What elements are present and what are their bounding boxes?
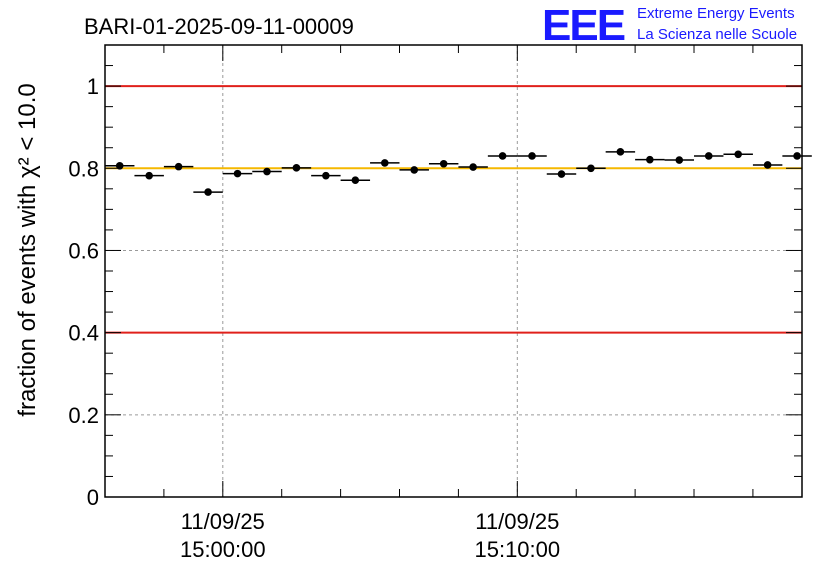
data-point: [734, 150, 742, 159]
data-point: [115, 162, 124, 170]
plot-border: [104, 44, 803, 498]
data-point: [410, 166, 419, 174]
data-point: [616, 148, 625, 156]
data-point: [204, 188, 212, 196]
data-point: [763, 161, 772, 169]
data-point: [145, 171, 153, 180]
data-point: [292, 164, 301, 172]
data-point: [498, 152, 507, 160]
data-point: [528, 152, 536, 160]
data-point: [263, 167, 271, 176]
data-point: [557, 170, 566, 178]
y-axis-ticks: 0 0.2 0.4 0.6 0.8 1: [68, 44, 802, 510]
x-tick-time-label: 15:10:00: [474, 537, 560, 562]
logo-line-2: La Scienza nelle Scuole: [637, 26, 797, 43]
y-tick-label: 0.4: [68, 321, 99, 346]
x-tick-time-label: 15:00:00: [180, 537, 266, 562]
data-point: [233, 169, 242, 178]
y-tick-label: 0.2: [68, 403, 99, 428]
data-point: [675, 156, 684, 164]
data-point: [704, 152, 713, 160]
eee-logo: EEE Extreme Energy Events La Scienza nel…: [542, 1, 797, 50]
logo-letters: EEE: [542, 1, 625, 50]
plot-frame: [104, 44, 803, 498]
y-tick-label: 1: [87, 74, 99, 99]
y-tick-label: 0.8: [68, 156, 99, 181]
y-tick-label: 0.6: [68, 238, 99, 263]
reference-lines: [105, 85, 802, 334]
data-point: [587, 164, 595, 173]
data-point: [380, 159, 389, 167]
data-point: [469, 163, 477, 171]
grid-layer: [105, 45, 802, 497]
x-tick-date-label: 11/09/25: [181, 509, 265, 534]
x-axis-ticks: 11/09/25 15:00:00 11/09/25 15:10:00: [104, 45, 754, 562]
data-point: [351, 176, 360, 184]
chart-title: BARI-01-2025-09-11-00009: [84, 14, 354, 39]
y-tick-label: 0: [87, 485, 99, 510]
x-tick-date-label: 11/09/25: [475, 509, 559, 534]
data-points: [105, 148, 812, 196]
data-point: [646, 155, 654, 164]
logo-line-1: Extreme Energy Events: [637, 5, 795, 22]
data-point: [174, 162, 183, 171]
data-point: [322, 171, 330, 180]
y-axis-label: fraction of events with χ² < 10.0: [14, 83, 41, 416]
data-point: [439, 159, 448, 168]
data-point: [793, 152, 801, 160]
